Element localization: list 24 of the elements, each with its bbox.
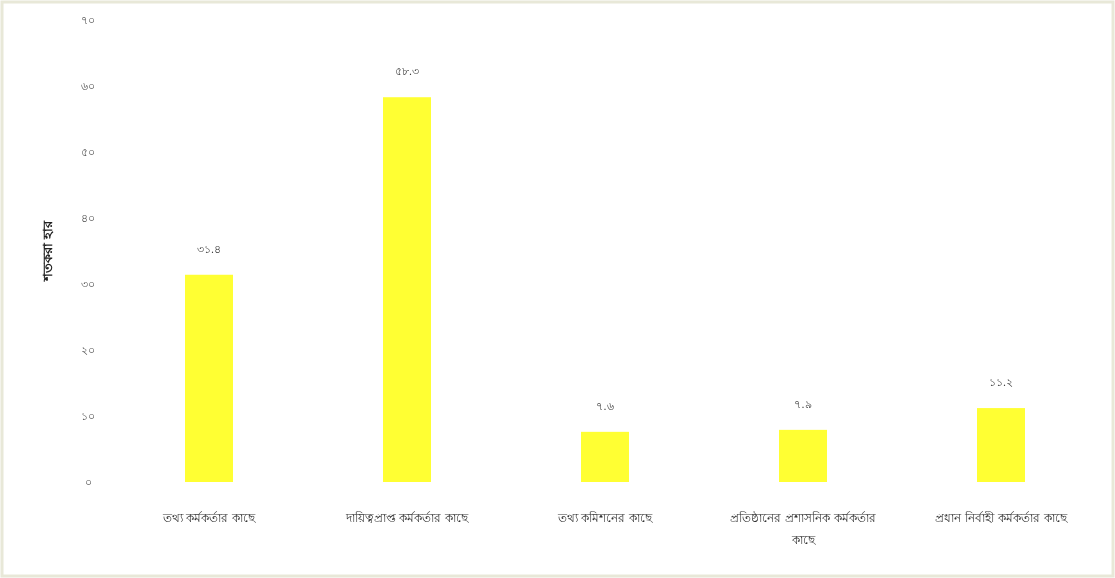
bar (581, 431, 629, 482)
y-tick-label: ১০ (81, 410, 95, 423)
bar (383, 97, 431, 482)
y-tick-label: ২০ (81, 344, 95, 357)
y-tick-label: ৫০ (81, 146, 95, 159)
y-axis-title: শতকরা হার (40, 219, 55, 283)
y-tick-label: ৩০ (81, 278, 95, 291)
x-tick-label: দায়িত্বপ্রাপ্ত কর্মকর্তার কাছে (344, 511, 470, 525)
bar (185, 274, 233, 482)
data-label: ৭.৯ (794, 397, 812, 411)
y-tick-label: ৬০ (81, 80, 95, 93)
x-tick-label: তথ্য কমিশনের কাছে (556, 511, 654, 525)
bar (977, 408, 1025, 482)
bar (779, 429, 827, 482)
data-label: ৩১.৪ (196, 242, 222, 256)
data-label: ৭.৬ (596, 399, 614, 413)
data-label: ৫৮.৩ (394, 65, 420, 79)
y-tick-label: ০ (84, 476, 92, 489)
x-tick-label: তথ্য কর্মকর্তার কাছে (161, 511, 257, 525)
y-tick-label: ৪০ (81, 212, 95, 225)
data-label: ১১.২ (988, 376, 1014, 390)
x-tick-label: প্রতিষ্ঠানের প্রশাসনিক কর্মকর্তার কাছে (730, 511, 876, 547)
y-tick-label: ৭০ (81, 14, 95, 27)
x-tick-label: প্রধান নির্বাহী কর্মকর্তার কাছে (935, 511, 1068, 525)
